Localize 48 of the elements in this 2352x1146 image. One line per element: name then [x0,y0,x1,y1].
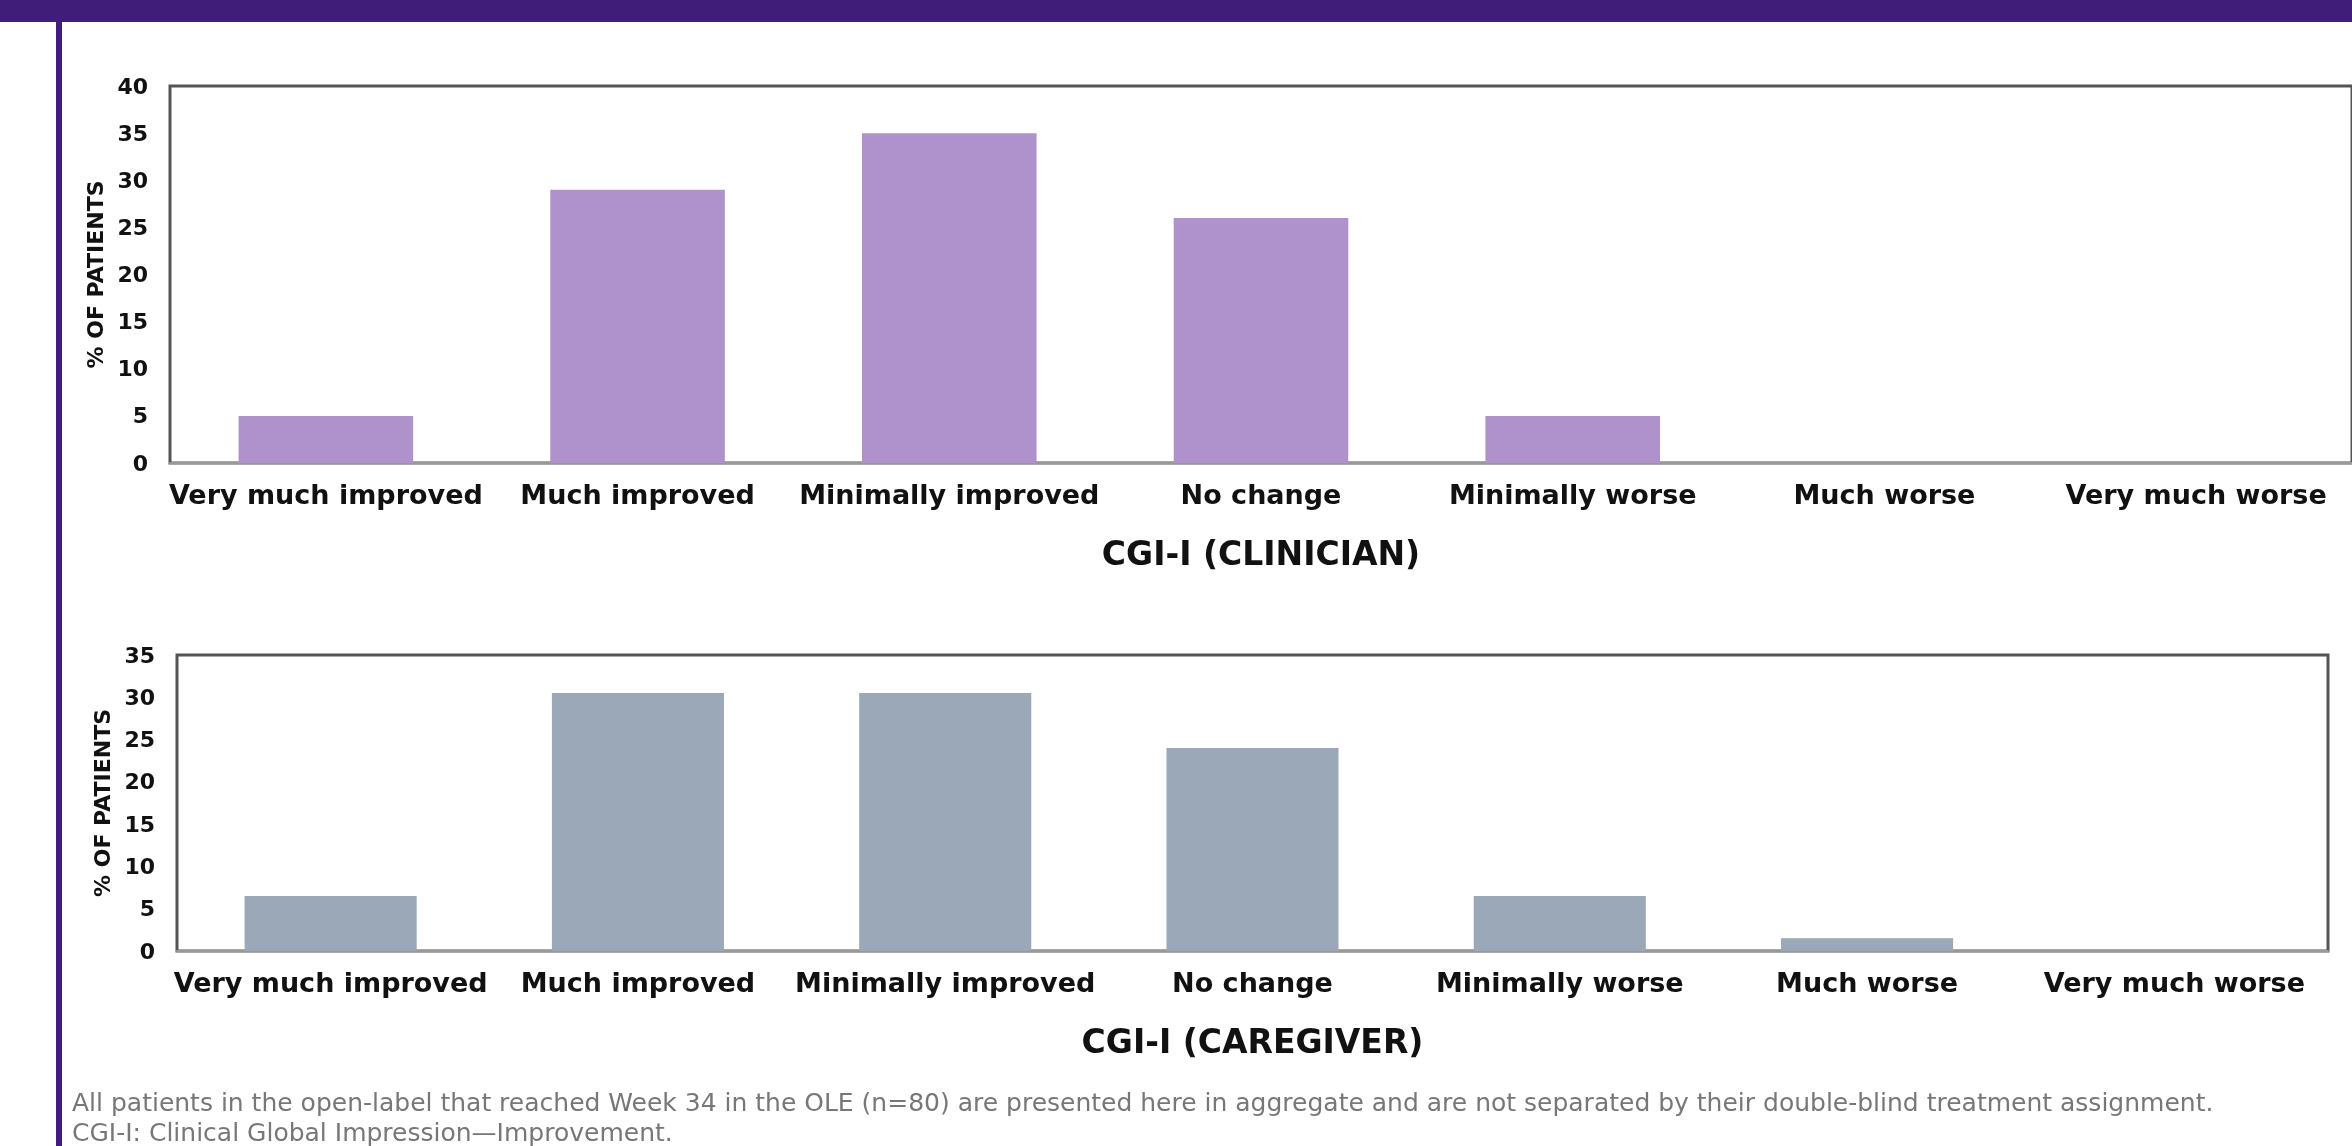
y-tick-label: 30 [117,167,148,193]
x-tick-label: Very much improved [168,479,483,510]
bar [1173,217,1349,463]
x-tick-label: Very much worse [2043,967,2305,998]
bar [550,189,725,463]
x-tick-label: No change [1172,967,1333,998]
y-tick-label: 10 [117,356,148,382]
y-tick-label: 20 [124,769,155,795]
y-tick-label: 5 [139,896,155,922]
y-tick-label: 40 [117,73,148,99]
y-tick-label: 0 [139,938,155,964]
y-tick-label: 15 [124,811,155,837]
bar [1166,748,1339,951]
x-tick-label: Minimally improved [795,967,1096,998]
y-tick-label: 5 [132,403,148,429]
bar [1781,938,1954,951]
y-tick-label: 35 [124,642,155,668]
bar [862,133,1037,463]
x-axis-title: CGI-I (CLINICIAN) [1101,534,1421,573]
text: All patients in the open-label that reached Week 34 in the OLE (n=80) are presented here in aggregate and are not separated by their double-blind treatment assignment. [72,1088,2214,1118]
y-tick-label: 20 [117,262,148,287]
x-axis-title: CGI-I (CAREGIVER) [1081,1022,1424,1061]
text: CGI-I: Clinical Global Impression—Improvement. [72,1118,674,1146]
x-tick-label: Much worse [1793,479,1976,510]
x-tick-label: Much worse [1776,967,1959,998]
x-tick-label: Much improved [520,967,756,998]
bar [859,693,1032,951]
bar [238,415,414,463]
y-tick-label: 25 [124,727,155,753]
y-tick-label: 30 [124,684,155,710]
x-tick-label: No change [1180,479,1342,510]
bar [244,896,417,951]
bar [551,693,724,951]
y-tick-label: 25 [117,214,148,240]
x-tick-label: Very much worse [2065,479,2327,510]
bar [1485,415,1660,463]
x-tick-label: Minimally worse [1448,479,1697,510]
y-tick-label: 35 [117,120,148,146]
bar [1473,896,1646,951]
x-tick-label: Much improved [520,479,755,510]
x-tick-label: Very much improved [173,967,488,998]
y-tick-label: 10 [124,853,155,879]
y-axis-title: % OF PATIENTS [82,180,108,369]
x-tick-label: Minimally improved [799,479,1100,510]
y-tick-label: 0 [132,450,148,476]
x-tick-label: Minimally worse [1435,967,1684,998]
y-tick-label: 15 [117,309,148,335]
y-axis-title: % OF PATIENTS [89,709,115,897]
